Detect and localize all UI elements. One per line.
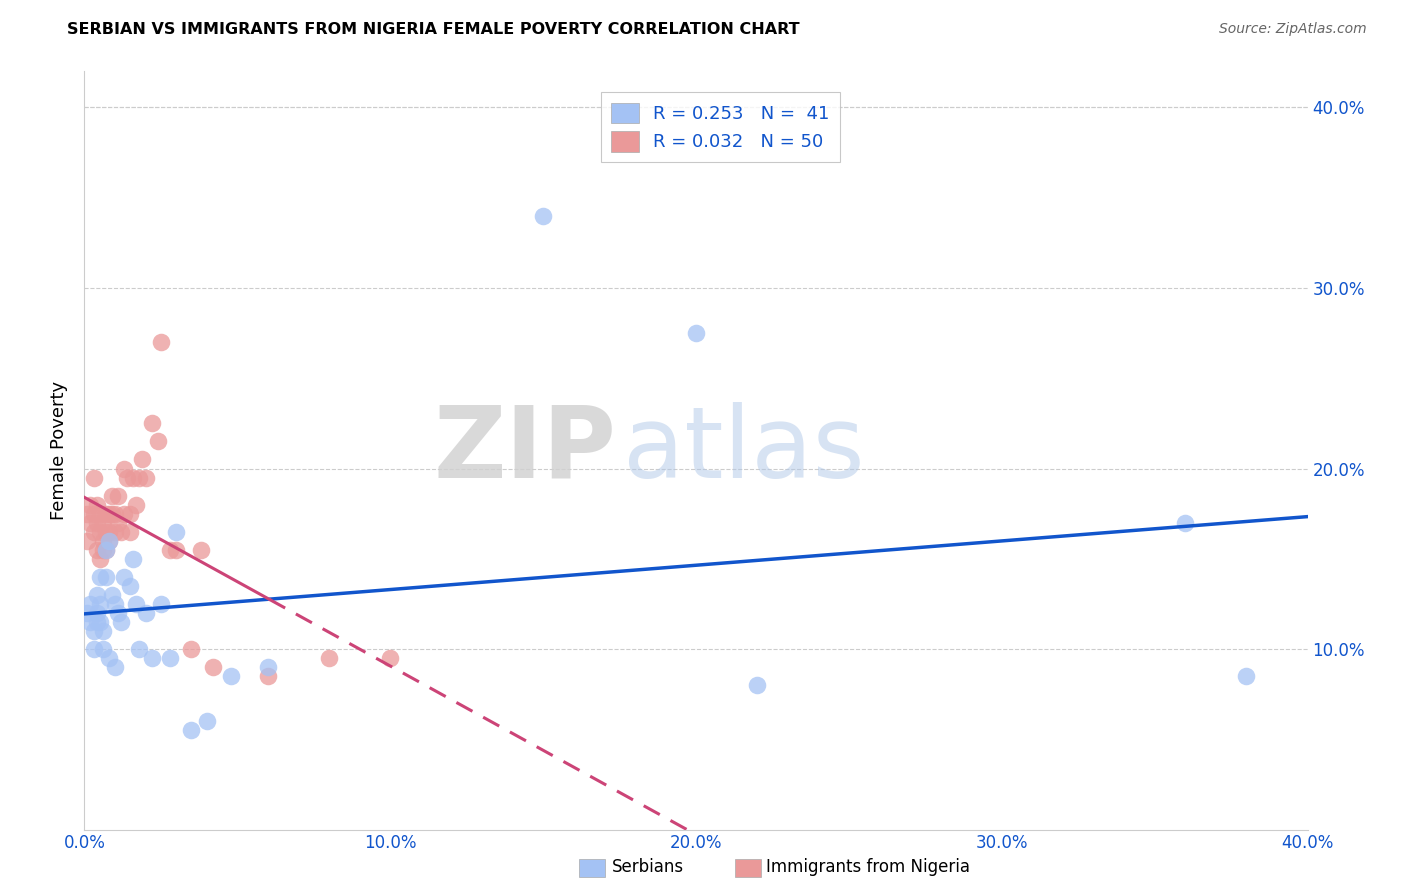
Point bbox=[141, 651, 163, 665]
Point bbox=[101, 507, 124, 521]
Point bbox=[318, 651, 340, 665]
Point bbox=[86, 606, 108, 620]
Point bbox=[101, 588, 124, 602]
Text: ZIP: ZIP bbox=[433, 402, 616, 499]
Point bbox=[79, 516, 101, 530]
Point bbox=[94, 542, 117, 557]
Point bbox=[91, 542, 114, 557]
Point bbox=[107, 489, 129, 503]
Point bbox=[86, 498, 108, 512]
Point bbox=[141, 417, 163, 431]
Point bbox=[219, 669, 242, 683]
Point bbox=[201, 660, 224, 674]
Point bbox=[104, 507, 127, 521]
Point bbox=[83, 524, 105, 539]
Point bbox=[83, 470, 105, 484]
Point bbox=[104, 524, 127, 539]
Point bbox=[165, 542, 187, 557]
Point bbox=[1236, 669, 1258, 683]
Point bbox=[180, 642, 202, 657]
Point bbox=[110, 524, 132, 539]
Point bbox=[104, 597, 127, 611]
Point bbox=[257, 669, 280, 683]
Point bbox=[1174, 516, 1197, 530]
Point bbox=[125, 498, 148, 512]
Point bbox=[190, 542, 212, 557]
Point bbox=[112, 507, 135, 521]
Text: Source: ZipAtlas.com: Source: ZipAtlas.com bbox=[1219, 22, 1367, 37]
Point bbox=[747, 678, 769, 692]
Point bbox=[97, 533, 120, 548]
Point bbox=[531, 209, 554, 223]
Text: Immigrants from Nigeria: Immigrants from Nigeria bbox=[766, 858, 970, 876]
Point bbox=[97, 651, 120, 665]
Point bbox=[146, 434, 169, 449]
Point bbox=[94, 542, 117, 557]
Point bbox=[257, 660, 280, 674]
Point bbox=[97, 507, 120, 521]
Point bbox=[380, 651, 402, 665]
Point bbox=[76, 606, 98, 620]
Point bbox=[89, 597, 111, 611]
Point bbox=[91, 516, 114, 530]
Point bbox=[94, 524, 117, 539]
Point bbox=[159, 651, 181, 665]
Point bbox=[94, 507, 117, 521]
Point bbox=[135, 606, 157, 620]
Point bbox=[112, 461, 135, 475]
Point bbox=[86, 588, 108, 602]
Point bbox=[110, 615, 132, 629]
Point bbox=[122, 470, 145, 484]
Point bbox=[122, 551, 145, 566]
Point bbox=[112, 570, 135, 584]
Point bbox=[76, 507, 98, 521]
Point bbox=[115, 470, 138, 484]
Point bbox=[89, 615, 111, 629]
Point bbox=[104, 660, 127, 674]
Point bbox=[131, 452, 153, 467]
Point bbox=[79, 597, 101, 611]
Point bbox=[107, 606, 129, 620]
Point bbox=[101, 489, 124, 503]
Point bbox=[83, 507, 105, 521]
Point bbox=[120, 579, 142, 593]
Point bbox=[86, 542, 108, 557]
Point bbox=[195, 714, 218, 729]
Point bbox=[128, 470, 150, 484]
Point bbox=[83, 642, 105, 657]
Point bbox=[94, 570, 117, 584]
Text: atlas: atlas bbox=[623, 402, 865, 499]
Point bbox=[107, 516, 129, 530]
Point bbox=[125, 597, 148, 611]
Point bbox=[79, 498, 101, 512]
Point bbox=[120, 507, 142, 521]
Point bbox=[86, 615, 108, 629]
Point bbox=[91, 533, 114, 548]
Point bbox=[97, 524, 120, 539]
Point bbox=[149, 335, 172, 350]
Point bbox=[76, 533, 98, 548]
Point bbox=[149, 597, 172, 611]
Point bbox=[89, 507, 111, 521]
Point bbox=[89, 524, 111, 539]
Text: SERBIAN VS IMMIGRANTS FROM NIGERIA FEMALE POVERTY CORRELATION CHART: SERBIAN VS IMMIGRANTS FROM NIGERIA FEMAL… bbox=[67, 22, 800, 37]
Point bbox=[83, 624, 105, 638]
Point bbox=[89, 570, 111, 584]
Point bbox=[97, 533, 120, 548]
Point bbox=[91, 642, 114, 657]
Point bbox=[180, 723, 202, 738]
Point bbox=[685, 326, 707, 340]
Legend: R = 0.253   N =  41, R = 0.032   N = 50: R = 0.253 N = 41, R = 0.032 N = 50 bbox=[600, 92, 841, 162]
Point bbox=[128, 642, 150, 657]
Point bbox=[91, 624, 114, 638]
Point bbox=[120, 524, 142, 539]
Point bbox=[86, 516, 108, 530]
Point bbox=[159, 542, 181, 557]
Point bbox=[79, 615, 101, 629]
Y-axis label: Female Poverty: Female Poverty bbox=[51, 381, 69, 520]
Text: Serbians: Serbians bbox=[612, 858, 683, 876]
Point bbox=[89, 551, 111, 566]
Point bbox=[165, 524, 187, 539]
Point bbox=[135, 470, 157, 484]
